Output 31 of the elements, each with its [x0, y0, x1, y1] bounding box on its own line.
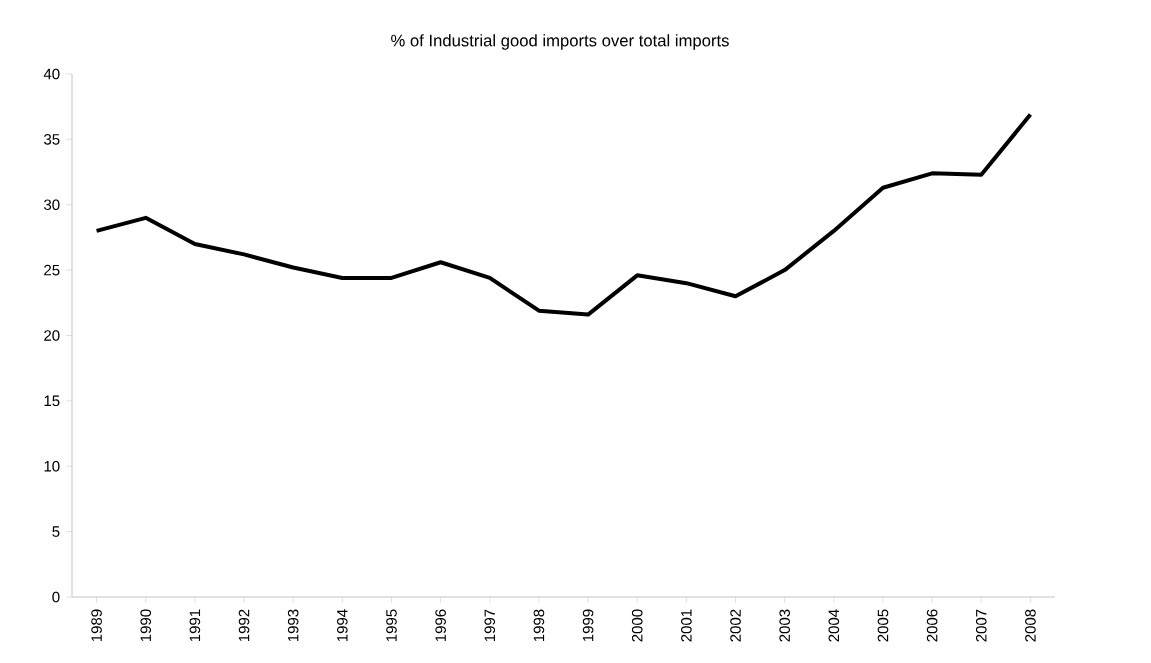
x-tick-label: 1990 — [140, 609, 152, 642]
y-tick-label: 0 — [52, 591, 60, 603]
x-tick-label: 2000 — [631, 609, 643, 642]
x-tick-label: 2006 — [926, 609, 938, 642]
y-tick-label: 30 — [44, 199, 60, 211]
x-tick-label: 1992 — [238, 609, 250, 642]
x-tick-label: 1993 — [287, 609, 299, 642]
y-tick-label: 20 — [44, 330, 60, 341]
x-tick-label: 1997 — [484, 609, 496, 642]
y-tick-label: 5 — [52, 526, 60, 537]
x-tick-label: 1994 — [337, 609, 348, 642]
x-tick-label: 1989 — [91, 609, 102, 642]
x-tick-label: 1995 — [386, 609, 397, 642]
x-tick-label: 1991 — [189, 609, 201, 642]
y-tick-label: 10 — [44, 460, 60, 472]
y-tick-label: 40 — [43, 68, 60, 80]
x-tick-label: 2001 — [681, 609, 692, 642]
x-tick-label: 2004 — [828, 609, 840, 642]
y-tick-label: 25 — [44, 264, 60, 276]
line-series — [94, 112, 1033, 317]
y-tick-label: 35 — [44, 134, 60, 145]
x-tick-label: 1996 — [435, 609, 446, 642]
x-tick-label: 2003 — [779, 609, 790, 642]
x-tick-label: 1999 — [582, 609, 594, 642]
chart-title: % of Industrial good imports over total imports — [391, 34, 729, 50]
x-tick-label: 2005 — [877, 609, 889, 642]
x-tick-label: 2008 — [1025, 609, 1036, 642]
x-tick-label: 2007 — [975, 609, 987, 642]
x-tick-label: 1998 — [533, 609, 545, 642]
y-tick-label: 15 — [44, 395, 60, 407]
x-tick-label: 2002 — [730, 609, 741, 642]
